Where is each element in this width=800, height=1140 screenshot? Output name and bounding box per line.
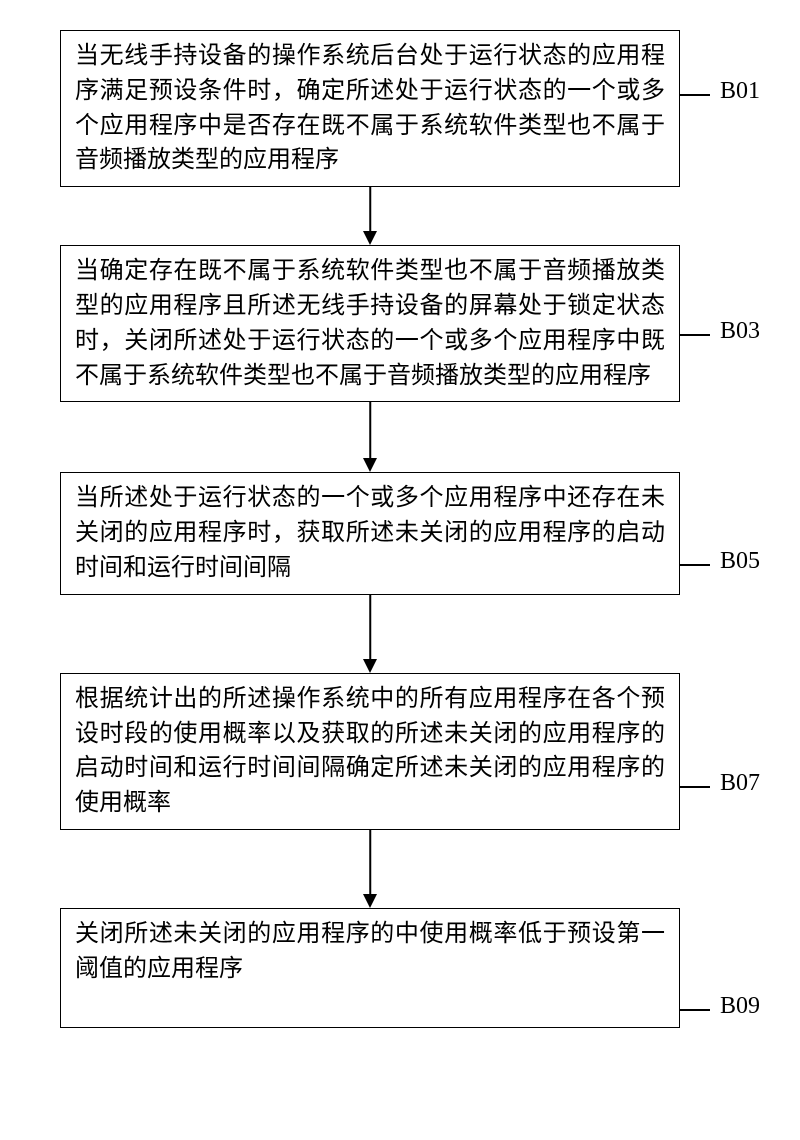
node-text: 关闭所述未关闭的应用程序的中使用概率低于预设第一阈值的应用程序 [75,921,665,982]
flow-node-b07: 根据统计出的所述操作系统中的所有应用程序在各个预设时段的使用概率以及获取的所述未… [60,673,680,830]
flow-node-b09: 关闭所述未关闭的应用程序的中使用概率低于预设第一阈值的应用程序 [60,908,680,1028]
node-label-b07: B07 [720,770,760,797]
node-label-b03: B03 [720,318,760,345]
flow-node-b03: 当确定存在既不属于系统软件类型也不属于音频播放类型的应用程序且所述无线手持设备的… [60,245,680,402]
node-text: 当无线手持设备的操作系统后台处于运行状态的应用程序满足预设条件时，确定所述处于运… [75,43,665,173]
label-connector [680,1009,710,1011]
node-text: 当所述处于运行状态的一个或多个应用程序中还存在未关闭的应用程序时，获取所述未关闭… [75,485,665,581]
label-connector [680,94,710,96]
node-label-b05: B05 [720,548,760,575]
node-label-b09: B09 [720,993,760,1020]
node-text: 当确定存在既不属于系统软件类型也不属于音频播放类型的应用程序且所述无线手持设备的… [75,258,665,388]
flowchart-container: 当无线手持设备的操作系统后台处于运行状态的应用程序满足预设条件时，确定所述处于运… [60,30,680,1028]
flow-node-b05: 当所述处于运行状态的一个或多个应用程序中还存在未关闭的应用程序时，获取所述未关闭… [60,472,680,594]
label-connector [680,564,710,566]
flow-node-b01: 当无线手持设备的操作系统后台处于运行状态的应用程序满足预设条件时，确定所述处于运… [60,30,680,187]
label-connector [680,334,710,336]
node-label-b01: B01 [720,78,760,105]
node-text: 根据统计出的所述操作系统中的所有应用程序在各个预设时段的使用概率以及获取的所述未… [75,686,665,816]
label-connector [680,786,710,788]
